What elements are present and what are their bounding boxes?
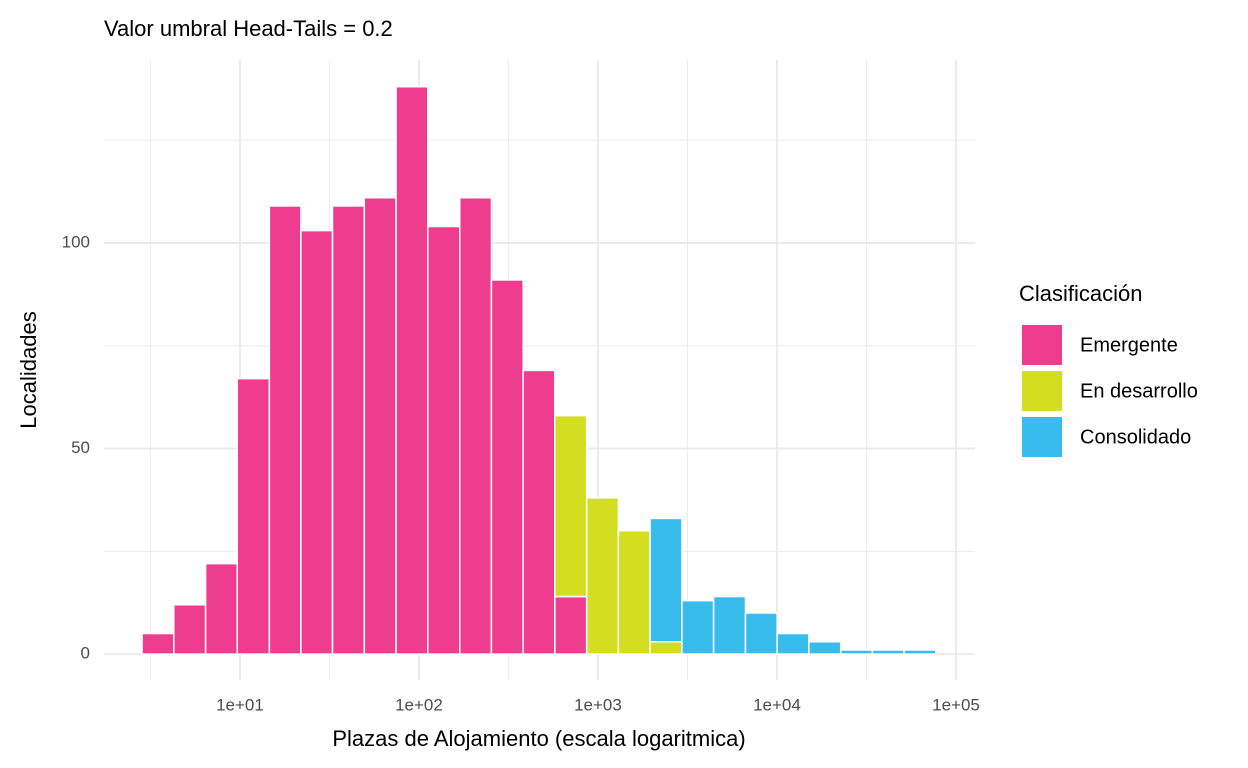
bar <box>459 196 493 655</box>
x-tick-label: 1e+02 <box>395 695 443 714</box>
bar <box>649 517 683 643</box>
bar <box>776 632 810 655</box>
x-axis-label: Plazas de Alojamiento (escala logaritmic… <box>332 726 745 751</box>
bar <box>204 562 239 655</box>
y-axis-label: Localidades <box>16 311 41 428</box>
x-tick-label: 1e+05 <box>932 695 980 714</box>
bar <box>871 649 905 655</box>
bar <box>585 497 620 655</box>
legend-swatch <box>1022 417 1062 457</box>
bar <box>617 530 651 655</box>
bar <box>173 604 207 655</box>
x-tick-label: 1e+01 <box>216 695 264 714</box>
legend-swatch <box>1022 325 1062 365</box>
bar <box>363 196 397 655</box>
bar <box>300 229 334 655</box>
bar <box>331 205 366 655</box>
x-tick-label: 1e+04 <box>753 695 801 714</box>
bar <box>681 599 715 655</box>
bar <box>427 225 461 655</box>
x-tick-label: 1e+03 <box>574 695 622 714</box>
bar <box>839 649 874 655</box>
legend-swatch <box>1022 371 1062 411</box>
bar <box>554 595 588 655</box>
bar <box>903 649 937 655</box>
bar <box>395 85 429 655</box>
y-tick-label: 50 <box>71 438 90 457</box>
bar <box>268 205 302 655</box>
legend-title: Clasificación <box>1019 281 1143 306</box>
bar <box>522 369 556 655</box>
legend-label: Consolidado <box>1080 426 1191 448</box>
bar <box>712 595 747 655</box>
bar <box>141 632 175 655</box>
legend-label: Emergente <box>1080 334 1178 356</box>
bar <box>490 279 524 655</box>
legend-label: En desarrollo <box>1080 380 1198 402</box>
bar <box>554 414 588 598</box>
chart-title: Valor umbral Head-Tails = 0.2 <box>104 16 393 41</box>
y-tick-label: 0 <box>81 644 90 663</box>
bar <box>808 641 842 655</box>
y-tick-label: 100 <box>62 232 90 251</box>
bar <box>744 612 778 655</box>
bar <box>236 377 271 655</box>
bar <box>649 641 683 655</box>
